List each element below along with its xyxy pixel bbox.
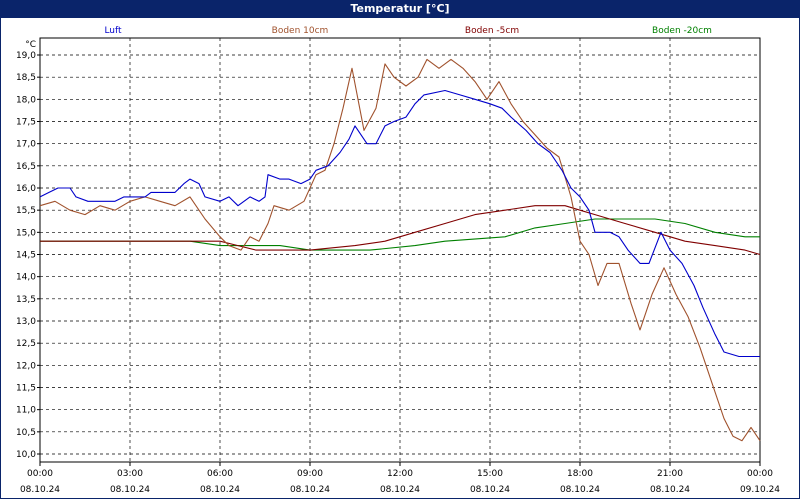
legend-entry-2: Boden 10cm — [272, 26, 329, 36]
y-tick-label: 13,5 — [16, 295, 36, 305]
x-tick-date-label: 08.10.24 — [20, 485, 60, 495]
series-line-2 — [39, 58, 761, 442]
y-tick-label: 18,0 — [16, 95, 36, 105]
series-line-4 — [40, 218, 760, 251]
y-tick-label: 11,0 — [16, 406, 36, 416]
series-line-1 — [39, 89, 760, 358]
y-tick-label: 14,0 — [16, 273, 36, 283]
x-tick-date-label: 08.10.24 — [470, 485, 510, 495]
x-tick-date-label: 08.10.24 — [200, 485, 240, 495]
x-tick-date-label: 09.10.24 — [740, 485, 780, 495]
y-tick-label: 10,0 — [16, 450, 36, 460]
x-tick-time-label: 18:00 — [567, 469, 593, 479]
x-tick-time-label: 12:00 — [387, 469, 413, 479]
legend-entry-1: Luft — [104, 26, 122, 36]
y-tick-label: 17,0 — [16, 140, 36, 150]
y-tick-label: 15,5 — [16, 206, 36, 216]
y-tick-label: 12,5 — [16, 339, 36, 349]
y-tick-label: 17,5 — [16, 118, 36, 128]
y-tick-label: 12,0 — [16, 361, 36, 371]
x-tick-time-label: 06:00 — [207, 469, 233, 479]
y-tick-label: 10,5 — [16, 428, 36, 438]
y-tick-label: 14,5 — [16, 251, 36, 261]
y-tick-label: 15,0 — [16, 228, 36, 238]
y-tick-label: 18,5 — [16, 73, 36, 83]
y-tick-label: 11,5 — [16, 384, 36, 394]
x-tick-time-label: 03:00 — [117, 469, 143, 479]
x-tick-date-label: 08.10.24 — [290, 485, 330, 495]
y-tick-label: 16,0 — [16, 184, 36, 194]
y-tick-label: 16,5 — [16, 162, 36, 172]
x-tick-date-label: 08.10.24 — [380, 485, 420, 495]
y-tick-label: 19,0 — [16, 51, 36, 61]
x-tick-time-label: 15:00 — [477, 469, 503, 479]
x-tick-time-label: 09:00 — [297, 469, 323, 479]
legend-entry-4: Boden -20cm — [652, 26, 712, 36]
x-tick-time-label: 00:00 — [27, 469, 53, 479]
x-tick-date-label: 08.10.24 — [560, 485, 600, 495]
x-tick-date-label: 08.10.24 — [650, 485, 690, 495]
y-tick-label: 13,0 — [16, 317, 36, 327]
series-line-3 — [40, 205, 761, 256]
legend-entry-3: Boden -5cm — [465, 26, 519, 36]
x-tick-time-label: 00:00 — [747, 469, 773, 479]
x-tick-time-label: 21:00 — [657, 469, 683, 479]
window-title: Temperatur [°C] — [0, 0, 800, 18]
y-axis-label: °C — [25, 40, 36, 50]
x-tick-date-label: 08.10.24 — [110, 485, 150, 495]
